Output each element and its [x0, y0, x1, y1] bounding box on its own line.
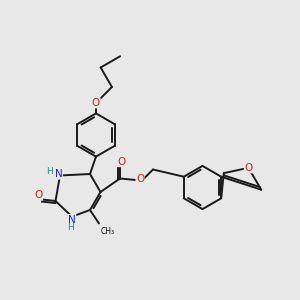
Text: N: N [68, 214, 76, 225]
Text: O: O [34, 190, 43, 200]
Text: O: O [117, 157, 126, 167]
Text: O: O [136, 173, 144, 184]
Text: H: H [46, 167, 53, 176]
Text: N: N [55, 169, 62, 179]
Text: O: O [244, 163, 253, 173]
Text: CH₃: CH₃ [100, 227, 115, 236]
Text: H: H [67, 224, 74, 232]
Text: O: O [92, 98, 100, 108]
